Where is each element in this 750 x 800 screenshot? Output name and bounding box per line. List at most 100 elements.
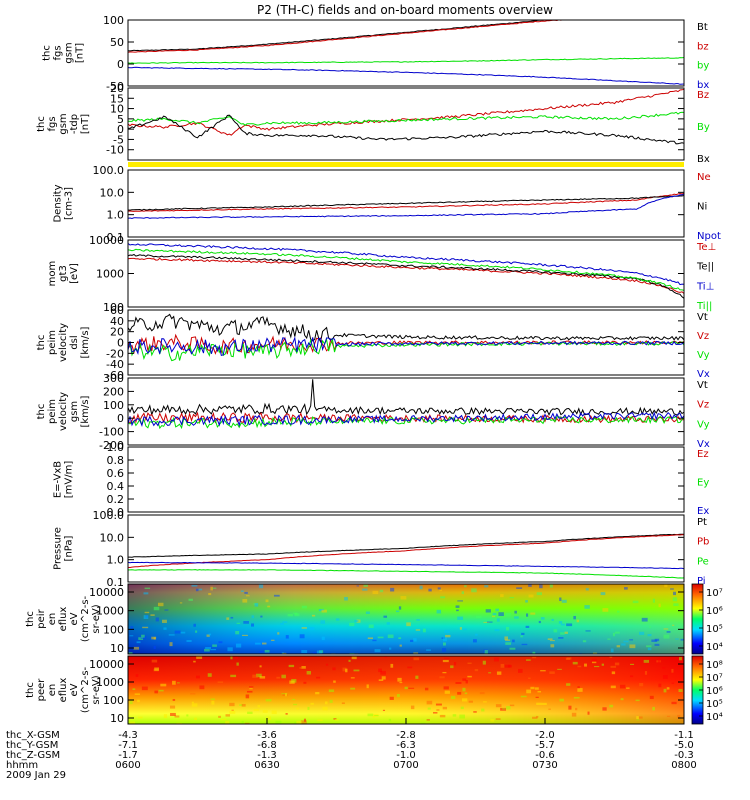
y-axis-label: thc peer en eflux eV (cm^2-s-sr-eV) <box>25 666 102 713</box>
series-line-bx <box>128 66 684 85</box>
x-tick-label: -6.8 <box>257 740 277 751</box>
y-axis-label: E=-VxB [mV/m] <box>53 461 75 499</box>
series-line-ti <box>128 248 684 291</box>
series-line-vx <box>128 336 684 357</box>
y-tick-label: 0.0 <box>107 506 125 519</box>
y-axis-label-line: mom <box>47 261 58 287</box>
y-tick-label: -100 <box>99 426 124 439</box>
y-tick-label: 100 <box>103 301 124 314</box>
y-axis-label-line: thc <box>36 116 47 132</box>
y-tick-label: 10 <box>110 712 124 725</box>
y-tick-label: 100 <box>103 14 124 27</box>
series-line-vy <box>128 415 684 430</box>
date-label: 2009 Jan 29 <box>6 770 66 781</box>
y-tick-label: 1.0 <box>107 441 125 454</box>
y-axis-label-line: thc <box>36 335 47 351</box>
y-axis-label: mom gt3 [eV] <box>47 261 80 287</box>
legend-label: Vt <box>697 312 708 323</box>
spectrogram-time-shade <box>128 584 684 654</box>
legend-label: Vx <box>697 439 710 450</box>
legend: Ne Ni Npot <box>697 172 721 242</box>
y-axis-label-line: sr-eV) <box>91 604 102 633</box>
legend-label: Ti⊥ <box>696 281 714 292</box>
panel-efield: 1.00.80.60.40.20.0 E=-VxB [mV/m] Ez Ey Ex <box>53 441 710 519</box>
x-tick-label: -5.7 <box>535 740 555 751</box>
x-tick-label: -1.0 <box>396 750 416 761</box>
y-axis-label: Density [cm-3] <box>53 184 75 222</box>
x-tick-label: 0630 <box>254 760 279 771</box>
x-tick-label: 0700 <box>393 760 418 771</box>
legend: Bz By Bx <box>697 90 710 165</box>
y-tick-label: 100 <box>103 399 124 412</box>
legend-label: Ni <box>697 202 707 213</box>
y-axis-label-line: velocity <box>58 323 69 362</box>
series-line-npot <box>128 193 684 220</box>
y-tick-label: 0.8 <box>107 454 125 467</box>
legend-label: bz <box>697 41 709 52</box>
y-tick-label: 1000 <box>96 268 124 281</box>
panel-frame <box>127 87 685 161</box>
y-axis-label-line: eflux <box>58 607 69 632</box>
legend-label: Pb <box>697 537 709 548</box>
y-tick-label: 100.0 <box>93 164 125 177</box>
y-tick-label: 0.4 <box>107 480 125 493</box>
y-tick-label: 1000 <box>96 676 124 689</box>
y-tick-label: 10000 <box>89 658 124 671</box>
series-line-pb <box>128 534 684 569</box>
legend-label: Te|| <box>696 262 714 273</box>
legend-label: Bt <box>697 22 708 33</box>
y-tick-label: 10.0 <box>100 531 125 544</box>
series-line-pi <box>128 561 684 570</box>
y-axis-label-line: en <box>47 684 58 697</box>
x-axis-row-label: thc_X-GSM <box>6 730 60 741</box>
legend-label: Npot <box>697 231 721 242</box>
y-tick-label: 0.2 <box>107 493 125 506</box>
spectrogram-time-shade <box>128 656 684 724</box>
x-tick-label: -0.6 <box>535 750 555 761</box>
colorbar-tick-label: 10⁷ <box>706 673 723 684</box>
y-axis-label-line: gsm <box>69 401 80 422</box>
y-tick-label: 0 <box>117 412 124 425</box>
series-line-by <box>128 57 684 64</box>
colorbar-tick-label: 10⁶ <box>706 606 723 617</box>
y-tick-label: 1.0 <box>107 209 125 222</box>
series-group <box>128 88 684 145</box>
x-tick-label: -1.1 <box>674 730 694 741</box>
y-tick-label: -40 <box>106 358 124 371</box>
legend-label: Ti|| <box>696 301 712 312</box>
legend-label: Vy <box>697 419 710 430</box>
chart-title: P2 (TH-C) fields and on-board moments ov… <box>257 3 553 17</box>
colorbar-tick-label: 10⁵ <box>706 624 723 635</box>
legend: Vt Vz Vy Vx <box>697 380 710 450</box>
y-axis-label-line: eV <box>69 612 80 625</box>
y-tick-label: 0 <box>117 123 124 136</box>
series-line-te <box>128 253 684 299</box>
y-tick-label: 10 <box>110 103 124 116</box>
legend-label: Bx <box>697 154 710 165</box>
series-line-pt <box>128 533 684 558</box>
y-axis-label: thc fgs gsm -tdp [nT] <box>36 113 91 134</box>
y-axis-label-line: peim <box>47 330 58 355</box>
y-axis-label-line: (cm^2-s- <box>80 666 91 713</box>
y-tick-label: 10.0 <box>100 186 125 199</box>
x-tick-label: -0.3 <box>674 750 694 761</box>
y-tick-label: 300 <box>103 372 124 385</box>
colorbar-tick-label: 10⁴ <box>706 712 723 723</box>
y-tick-label: 0.1 <box>107 576 125 589</box>
y-axis-label-line: fgs <box>53 45 64 60</box>
panel-frame <box>127 446 685 513</box>
x-tick-label: -5.0 <box>674 740 694 751</box>
spectrogram-speckle <box>128 584 684 654</box>
x-tick-label: -2.0 <box>535 730 555 741</box>
y-tick-label: 20 <box>110 82 124 95</box>
panel-density: 100.0 10.0 1.0 0.1 Density [cm-3] Ne Ni Npot <box>53 164 721 244</box>
colorbar-tick-label: 10⁶ <box>706 686 723 697</box>
series-line-pe <box>128 569 684 579</box>
legend-label: by <box>697 61 709 72</box>
y-axis-label-line: sr-eV) <box>91 675 102 704</box>
y-tick-label: 0 <box>117 337 124 350</box>
y-axis-label-line: E=-VxB <box>53 461 64 498</box>
